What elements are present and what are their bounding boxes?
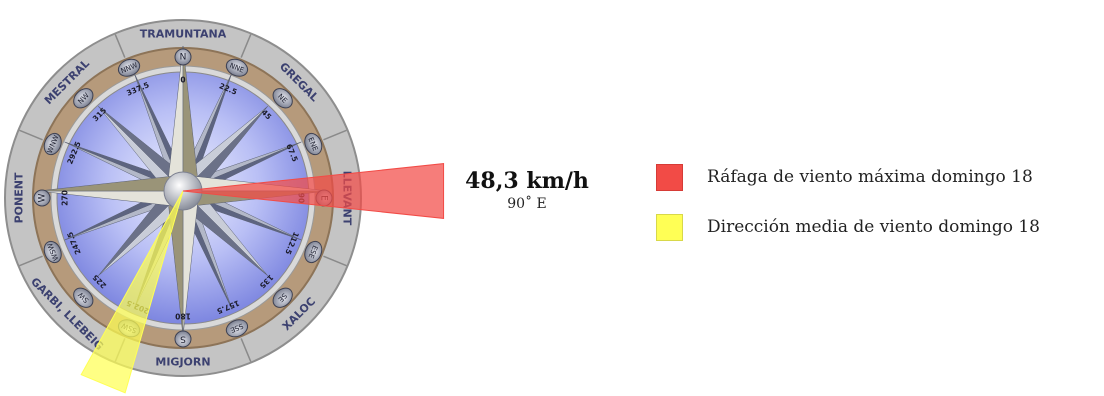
compass-point-oval <box>33 189 51 207</box>
legend-label-mean: Dirección media de viento domingo 18 <box>707 217 1041 237</box>
compass-point-label: N <box>180 53 187 63</box>
wind-name-label: MIGJORN <box>155 356 210 369</box>
legend-label-gust: Ráfaga de viento máxima domingo 18 <box>707 167 1033 187</box>
compass-point-marker: NE <box>272 88 293 109</box>
sector-divider <box>323 129 347 141</box>
compass-point-marker: W <box>33 189 51 207</box>
sector-divider <box>240 34 252 58</box>
compass-point-marker: NW <box>73 88 94 109</box>
compass-point-marker: WSW <box>43 240 62 264</box>
compass-point-marker: NNE <box>225 58 249 77</box>
legend-item-gust: Ráfaga de viento máxima domingo 18 <box>656 162 1033 192</box>
compass-point-marker: ENE <box>304 132 323 156</box>
compass-point-oval <box>43 132 62 156</box>
compass-point-oval <box>73 88 94 109</box>
compass-point-marker: NNW <box>117 58 141 77</box>
legend-swatch-mean <box>656 213 683 241</box>
gust-direction-value: 90˚ E <box>507 196 547 212</box>
sector-divider <box>323 255 347 267</box>
compass-point-marker: SSE <box>225 319 249 338</box>
wind-name-label: PONENT <box>13 172 26 223</box>
compass-point-label: SE <box>276 291 288 303</box>
compass-point-label: W <box>38 193 48 202</box>
compass-point-oval <box>73 287 94 308</box>
compass-point-oval <box>174 48 192 66</box>
degree-label: 180 <box>175 312 191 321</box>
mean-direction-sector <box>80 190 184 394</box>
legend-swatch-gust <box>656 163 683 191</box>
compass-point-oval <box>304 240 323 264</box>
compass-point-oval <box>225 319 249 338</box>
compass-point-marker: SE <box>272 287 293 308</box>
compass-point-oval <box>43 240 62 264</box>
degree-label: 270 <box>61 190 70 206</box>
sector-divider <box>114 34 126 58</box>
wind-name-label: TRAMUNTANA <box>140 28 227 41</box>
compass-point-oval <box>272 287 293 308</box>
wind-direction-sectors <box>80 163 445 394</box>
compass-point-marker: WNW <box>43 132 62 156</box>
gust-direction-sector <box>182 163 445 219</box>
compass-point-marker: SW <box>73 287 94 308</box>
compass-point-label: S <box>180 334 186 344</box>
compass-point-marker: N <box>174 48 192 66</box>
compass-point-oval <box>117 58 141 77</box>
legend-item-mean: Dirección media de viento domingo 18 <box>656 212 1040 242</box>
compass-point-oval <box>174 330 192 348</box>
compass-point-oval <box>304 132 323 156</box>
gust-readout: 48,3 km/h 90˚ E <box>452 168 602 212</box>
sector-divider <box>240 338 252 362</box>
sector-divider <box>19 255 43 267</box>
compass-point-oval <box>272 88 293 109</box>
degree-label: 0 <box>180 76 185 85</box>
sector-divider <box>19 129 43 141</box>
compass-point-oval <box>225 58 249 77</box>
gust-speed-value: 48,3 km/h <box>465 168 589 194</box>
compass-point-marker: ESE <box>304 240 323 264</box>
compass-point-marker: S <box>174 330 192 348</box>
